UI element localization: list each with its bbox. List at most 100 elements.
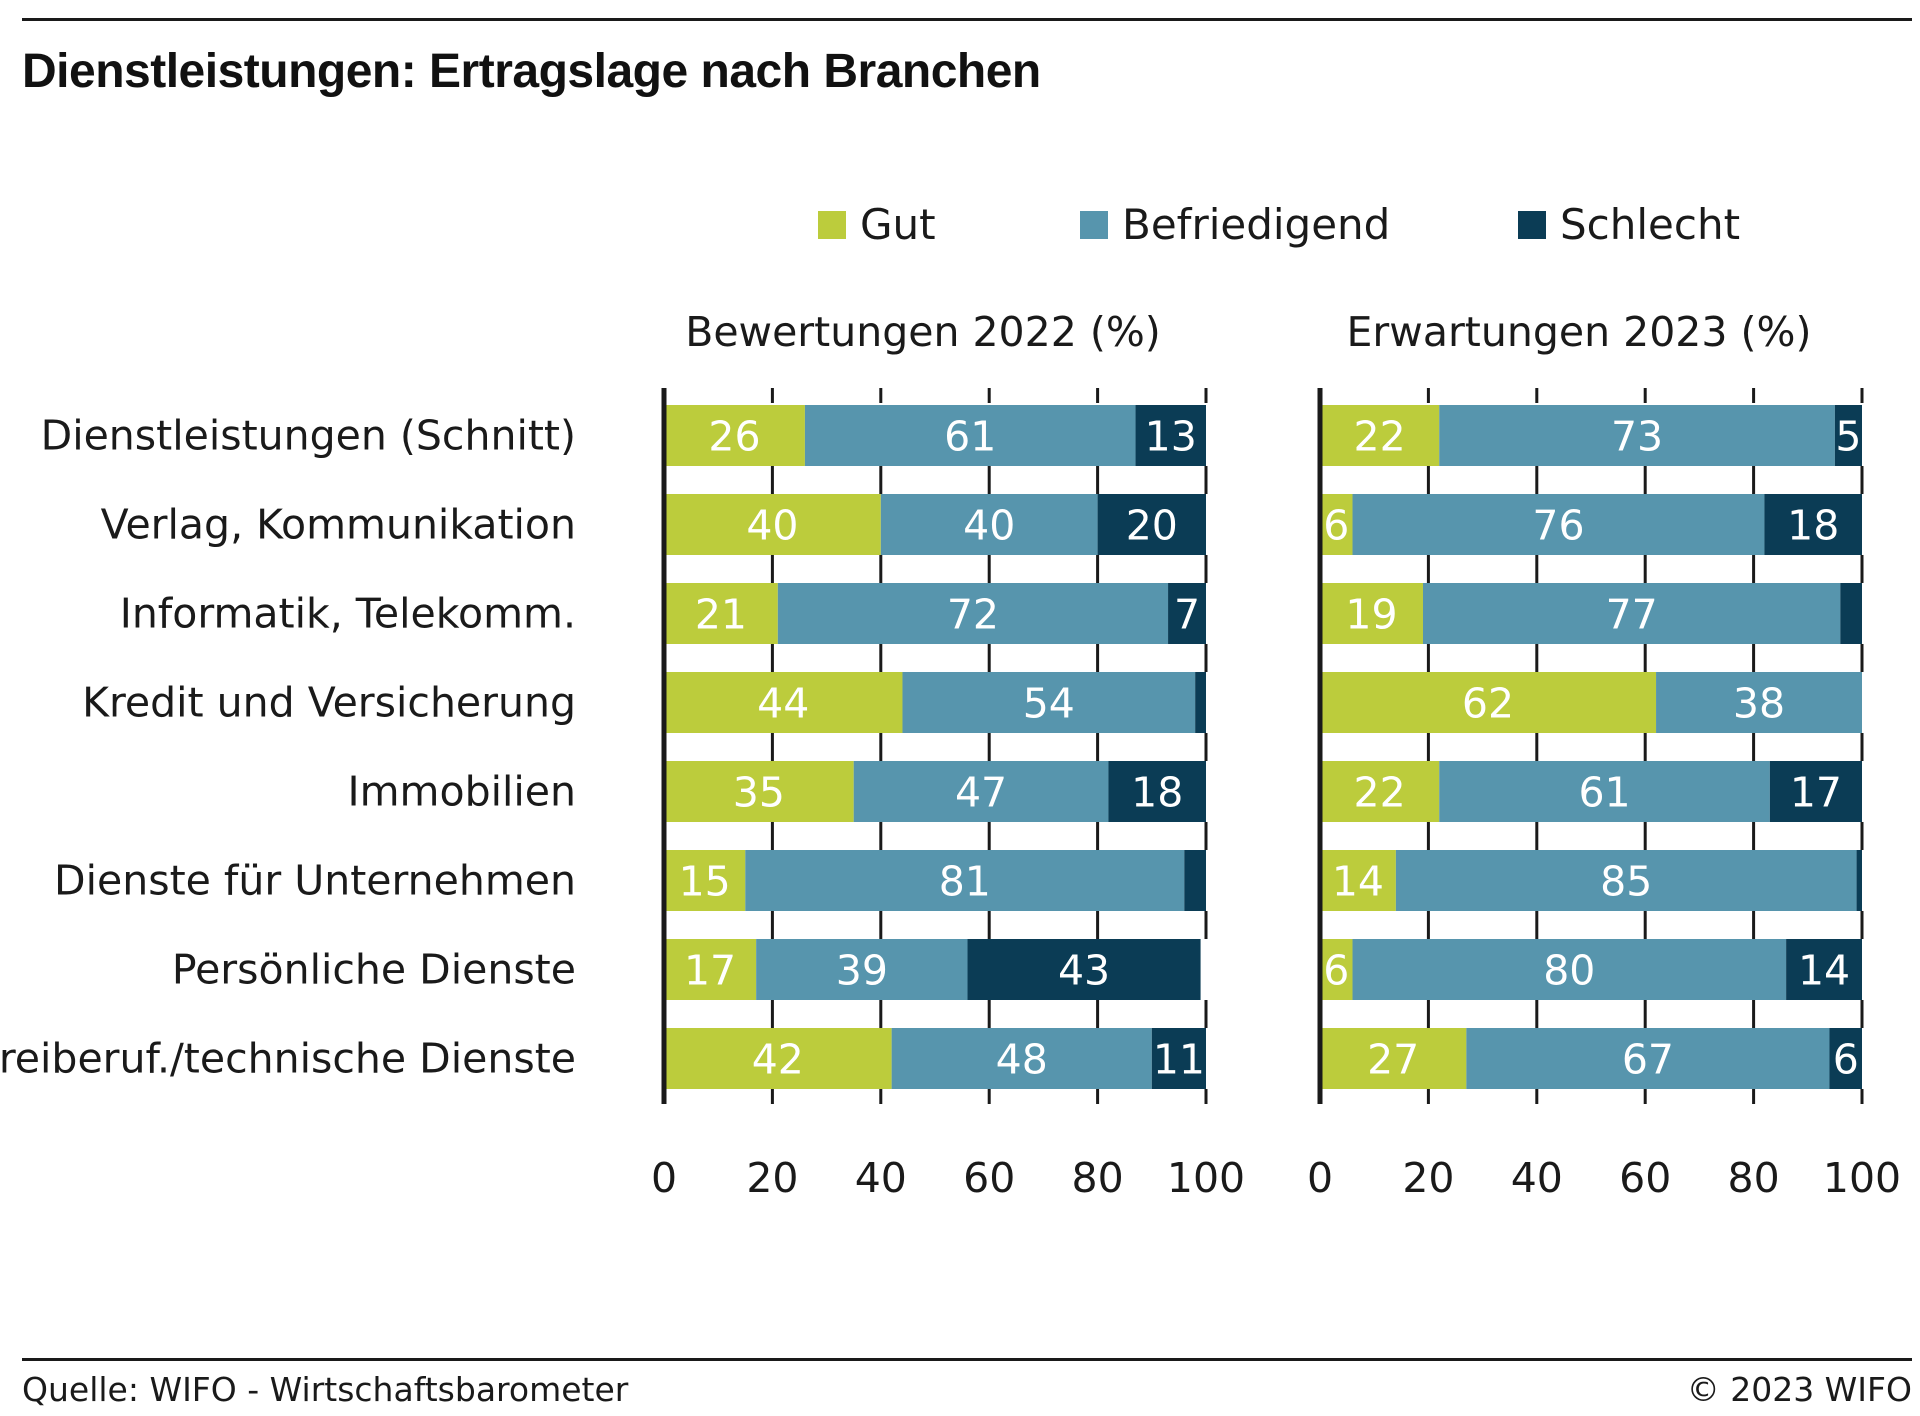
data-label: 22 (1354, 413, 1406, 461)
data-label: 19 (1345, 591, 1397, 639)
tick-label: 0 (1307, 1154, 1333, 1202)
data-label: 6 (1323, 502, 1349, 550)
data-label: 73 (1611, 413, 1663, 461)
category-label: Immobilien (348, 768, 576, 816)
category-label: Kredit und Versicherung (82, 679, 576, 727)
data-label: 5 (1835, 413, 1861, 461)
bar-segment (1320, 405, 1440, 466)
bar-segment (1829, 1028, 1862, 1089)
data-label: 21 (695, 591, 747, 639)
bar-segment (1151, 1028, 1206, 1089)
bar-segment (1135, 405, 1206, 466)
data-label: 13 (1145, 413, 1197, 461)
data-label: 26 (708, 413, 760, 461)
legend-swatch-gut (818, 210, 846, 239)
bar-segment (664, 494, 881, 555)
data-label: 72 (947, 591, 999, 639)
bar-segment (967, 939, 1201, 1000)
data-label: 39 (836, 947, 888, 995)
data-label: 61 (1578, 769, 1630, 817)
data-label: 61 (944, 413, 996, 461)
bar-segment (1320, 850, 1396, 911)
tick-label: 80 (1072, 1154, 1124, 1202)
bar-segment (1320, 939, 1353, 1000)
bar-segment (1352, 494, 1765, 555)
data-label: 18 (1131, 769, 1183, 817)
bar-segment (1184, 850, 1206, 911)
legend-item-schlecht: Schlecht (1518, 200, 1740, 249)
data-label: 62 (1462, 680, 1514, 728)
data-label: 7 (1174, 591, 1200, 639)
legend-label-schlecht: Schlecht (1560, 200, 1741, 249)
data-label: 47 (955, 769, 1007, 817)
data-label: 6 (1323, 947, 1349, 995)
category-label: Freiberuf./technische Dienste (0, 1035, 576, 1083)
data-label: 27 (1367, 1036, 1419, 1084)
bar-segment (664, 583, 778, 644)
data-label: 44 (757, 680, 809, 728)
panel-subtitle: Erwartungen 2023 (%) (1347, 308, 1812, 356)
bar-segment (853, 761, 1109, 822)
data-label: 17 (1790, 769, 1842, 817)
bar-segment (1320, 494, 1353, 555)
data-label: 48 (996, 1036, 1048, 1084)
tick-label: 100 (1167, 1154, 1245, 1202)
category-label: Verlag, Kommunikation (101, 501, 576, 549)
chart-title: Dienstleistungen: Ertragslage nach Branc… (22, 45, 1041, 98)
data-label: 85 (1600, 858, 1652, 906)
bar-segment (1352, 939, 1787, 1000)
data-label: 77 (1606, 591, 1658, 639)
bar-segment (891, 1028, 1152, 1089)
bar-segment (664, 939, 757, 1000)
data-label: 80 (1543, 947, 1595, 995)
bar-segment (1656, 672, 1862, 733)
data-label: 43 (1058, 947, 1110, 995)
tick-label: 40 (1511, 1154, 1563, 1202)
bar-segment (1439, 761, 1770, 822)
data-label: 11 (1153, 1036, 1205, 1084)
tick-label: 100 (1823, 1154, 1901, 1202)
tick-label: 0 (651, 1154, 677, 1202)
chart-plot: Dienstleistungen (Schnitt) Verlag, Kommun… (0, 308, 1901, 1202)
data-label: 42 (752, 1036, 804, 1084)
data-label: 20 (1126, 502, 1178, 550)
bar-segment (902, 672, 1196, 733)
tick-label: 60 (1619, 1154, 1671, 1202)
bar-segment (1786, 939, 1862, 1000)
data-label: 67 (1622, 1036, 1674, 1084)
top-rule (22, 18, 1912, 21)
data-label: 40 (746, 502, 798, 550)
data-label: 40 (963, 502, 1015, 550)
data-label: 81 (939, 858, 991, 906)
bar-segment (664, 850, 746, 911)
bar-segment (1856, 850, 1862, 911)
tick-label: 60 (963, 1154, 1015, 1202)
bar-segment (1834, 405, 1862, 466)
category-label: Informatik, Telekomm. (120, 590, 576, 638)
data-label: 6 (1833, 1036, 1859, 1084)
bar-segment (664, 761, 854, 822)
bar-segment (1439, 405, 1835, 466)
legend-label-gut: Gut (860, 200, 936, 249)
bar-segment (804, 405, 1136, 466)
data-label: 18 (1787, 502, 1839, 550)
data-label: 15 (679, 858, 731, 906)
bar-segment (1769, 761, 1862, 822)
legend-label-befriedigend: Befriedigend (1122, 200, 1391, 249)
bar-segment (1840, 583, 1862, 644)
legend-swatch-schlecht (1518, 210, 1546, 239)
bar-segment (1320, 1028, 1467, 1089)
legend-item-gut: Gut (818, 200, 936, 249)
data-label: 14 (1798, 947, 1850, 995)
legend: Gut Befriedigend Schlecht (0, 200, 1920, 260)
tick-label: 80 (1728, 1154, 1780, 1202)
category-label: Persönliche Dienste (172, 946, 576, 994)
data-label: 54 (1023, 680, 1075, 728)
bar-segment (1395, 850, 1857, 911)
category-label: Dienstleistungen (Schnitt) (41, 412, 576, 460)
data-label: 35 (733, 769, 785, 817)
bar-segment (756, 939, 968, 1000)
bar-segment (1320, 672, 1657, 733)
bar-segment (1195, 672, 1206, 733)
bar-segment (664, 672, 903, 733)
